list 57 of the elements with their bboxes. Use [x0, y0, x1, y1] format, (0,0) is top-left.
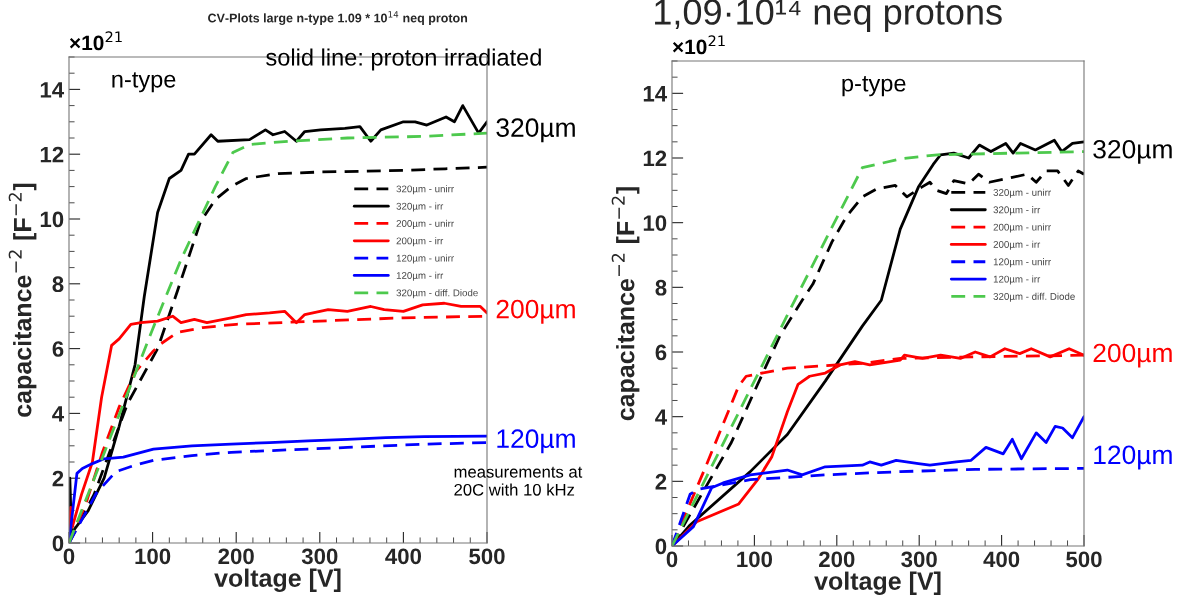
chart-title: CV-Plots large n-type 1.09 * 10$^{14}$ neq proton	[208, 11, 468, 25]
text: 120µm	[1094, 445, 1172, 470]
x-tick-label: 400	[385, 548, 422, 565]
x-tick-label: 200	[819, 551, 855, 568]
legend-label: 200µm - unirr	[993, 223, 1051, 233]
x-tick-label: 100	[737, 551, 773, 568]
y-tick-label: 14	[40, 82, 65, 98]
annotation: p-type	[842, 76, 906, 97]
y-tick-label: 6	[655, 344, 667, 361]
text: 120µm	[497, 429, 575, 454]
y-tick-label: 8	[655, 279, 667, 296]
text: ×10$^{21}$	[672, 35, 725, 55]
y-tick-label: 4	[52, 406, 65, 422]
legend-label: 320µm - unirr	[396, 185, 454, 195]
legend-label: 200µm - irr	[396, 237, 444, 247]
y-tick-label: 14	[643, 86, 668, 102]
legend-label: 320µm - unirr	[993, 188, 1051, 198]
legend-label: 200µm - unirr	[396, 219, 454, 229]
legend-label: 120µm - unirr	[396, 254, 454, 264]
x-axis-title: voltage [V]	[814, 571, 941, 595]
text: 200µm	[496, 299, 575, 324]
text: ×10$^{21}$	[69, 31, 122, 51]
text: 200µm	[1093, 343, 1172, 368]
annotation: n-type	[112, 72, 176, 93]
y-tick-label: 2	[655, 473, 667, 490]
legend-label: 320µm - diff. Diode	[993, 292, 1075, 302]
legend-label: 320µm - irr	[396, 202, 444, 212]
x-tick-label: 400	[983, 551, 1020, 568]
y-tick-label: 10	[643, 215, 667, 231]
x-axis-title: voltage [V]	[214, 568, 341, 592]
legend-label: 120µm - irr	[993, 275, 1041, 285]
legend-label: 200µm - irr	[993, 240, 1041, 250]
x-tick-label: 500	[469, 548, 505, 565]
y-tick-label: 0	[52, 535, 64, 552]
x-tick-label: 100	[135, 548, 171, 565]
x-tick-label: 300	[901, 551, 937, 568]
x-tick-label: 200	[218, 548, 254, 565]
y-tick-label: 10	[40, 211, 64, 228]
chart-title: 1,09·10¹⁴ neq protons	[655, 0, 1002, 32]
y-axis-title: capacitance$^{−2}$ [F$^{−2}$]	[8, 183, 37, 417]
y-tick-label: 12	[40, 146, 64, 163]
legend-label: 120µm - irr	[396, 271, 444, 281]
y-tick-label: 4	[655, 409, 668, 425]
text: 320µm	[1093, 139, 1172, 164]
annotation: solid line: proton irradiated	[266, 48, 541, 71]
x-tick-label: 300	[301, 548, 338, 565]
y-tick-label: 8	[52, 276, 64, 293]
y-tick-label: 12	[643, 150, 667, 167]
annotation: measurements at 20C with 10 kHz	[454, 466, 583, 496]
legend-label: 320µm - irr	[993, 206, 1041, 216]
text: 320µm	[496, 118, 575, 143]
legend-label: 120µm - unirr	[993, 258, 1051, 268]
legend-label: 320µm - diff. Diode	[396, 289, 478, 299]
x-tick-label: 500	[1066, 551, 1102, 568]
y-axis-title: capacitance$^{−2}$ [F$^{−2}$]	[611, 187, 640, 421]
y-tick-label: 2	[52, 470, 64, 487]
y-tick-label: 6	[52, 341, 64, 357]
